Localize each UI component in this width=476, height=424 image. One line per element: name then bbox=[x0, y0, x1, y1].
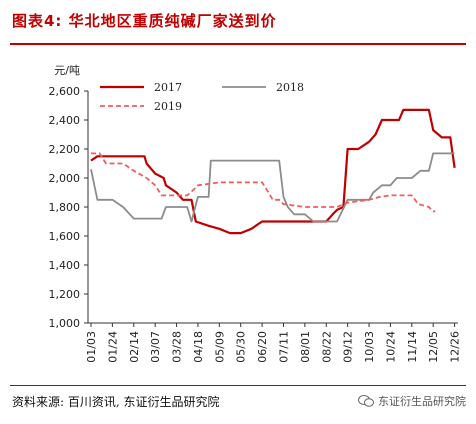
x-tick-label: 04/18 bbox=[192, 331, 205, 363]
y-tick-label: 2,200 bbox=[49, 143, 81, 156]
x-tick-label: 03/28 bbox=[171, 331, 184, 363]
y-tick-label: 1,800 bbox=[49, 201, 81, 214]
x-tick-label: 05/30 bbox=[235, 331, 248, 363]
x-axis: 01/03 01/24 02/14 03/07 03/28 04/18 05/09 05/30… bbox=[85, 322, 462, 363]
x-tick-label: 12/26 bbox=[449, 331, 462, 363]
y-tick-label: 2,000 bbox=[49, 172, 81, 185]
series-line-2018 bbox=[90, 152, 455, 223]
x-tick-label: 05/09 bbox=[213, 331, 226, 363]
legend-label-2018: 2018 bbox=[276, 81, 304, 94]
y-tick-label: 2,600 bbox=[49, 85, 81, 98]
source-note: 资料来源: 百川资讯, 东证衍生品研究院 bbox=[12, 395, 220, 409]
series-lines bbox=[90, 108, 456, 235]
x-tick-label: 06/20 bbox=[256, 331, 269, 363]
y-tick-label: 1,400 bbox=[49, 259, 81, 272]
y-tick-label: 1,200 bbox=[49, 288, 81, 301]
x-tick-label: 01/24 bbox=[106, 331, 119, 363]
x-tick-label: 08/22 bbox=[320, 331, 333, 363]
brand-watermark: 东证衍生品研究院 bbox=[358, 393, 466, 409]
x-tick-label: 03/07 bbox=[149, 331, 162, 363]
x-tick-label: 08/01 bbox=[299, 331, 312, 363]
series-line-2019 bbox=[91, 152, 436, 213]
x-tick-label: 12/05 bbox=[427, 331, 440, 363]
line-chart: 元/吨 1,000 1,200 1,400 1,600 1,800 2,000 2,200 2,… bbox=[49, 64, 462, 363]
series-line-2017 bbox=[90, 108, 456, 235]
y-axis-unit: 元/吨 bbox=[54, 64, 80, 77]
footer-divider bbox=[10, 385, 466, 386]
x-tick-label: 01/03 bbox=[85, 331, 98, 363]
x-tick-label: 09/12 bbox=[342, 331, 355, 363]
y-tick-label: 1,600 bbox=[49, 230, 81, 243]
x-tick-label: 02/14 bbox=[128, 331, 141, 363]
legend: 2017 2018 2019 bbox=[100, 81, 304, 113]
x-tick-label: 10/24 bbox=[384, 331, 397, 363]
x-tick-label: 10/03 bbox=[363, 331, 376, 363]
y-tick-label: 2,400 bbox=[49, 114, 81, 127]
x-tick-label: 11/14 bbox=[406, 331, 419, 363]
y-axis: 元/吨 1,000 1,200 1,400 1,600 1,800 2,000 2,200 2,… bbox=[49, 64, 89, 330]
legend-label-2017: 2017 bbox=[154, 81, 182, 94]
title-divider bbox=[10, 43, 466, 45]
chart-title: 图表4: 华北地区重质纯碱厂家送到价 bbox=[12, 12, 277, 30]
legend-label-2019: 2019 bbox=[154, 100, 182, 113]
y-tick-label: 1,000 bbox=[49, 317, 81, 330]
wechat-icon bbox=[358, 395, 374, 407]
x-tick-label: 07/11 bbox=[277, 331, 290, 363]
brand-name: 东证衍生品研究院 bbox=[378, 395, 466, 408]
